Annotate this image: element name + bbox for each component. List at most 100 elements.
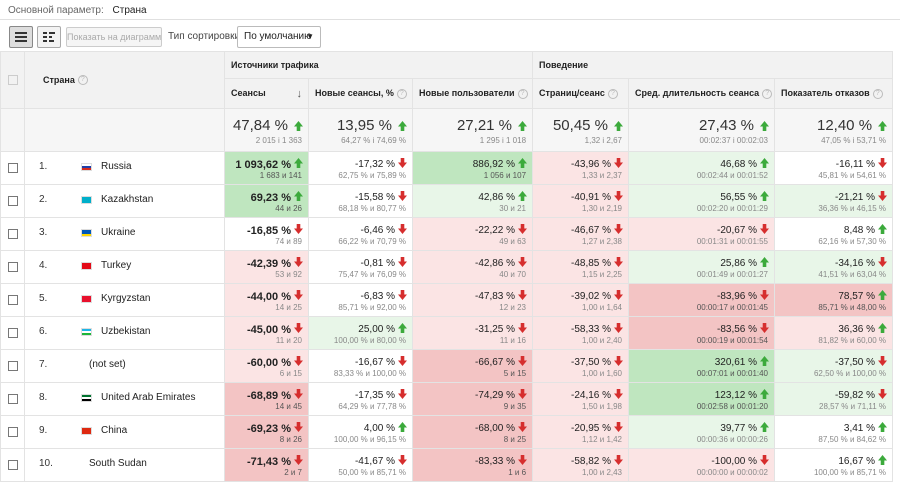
metric-bounce: -34,16 % 41,51 % и 63,04 % <box>774 250 894 284</box>
row-checkbox[interactable] <box>7 229 18 240</box>
metric-comparison: 49 и 63 <box>499 237 527 246</box>
sort-type-select[interactable]: По умолчанию ▼ <box>237 26 321 48</box>
country-name[interactable]: South Sudan <box>89 458 147 469</box>
help-icon[interactable]: ? <box>872 88 883 99</box>
metric-comparison: 44 и 26 <box>275 204 302 213</box>
sessions-header-label: Сеансы <box>231 87 266 98</box>
metric-duration: 56,55 % 00:02:20 и 00:01:29 <box>628 184 776 218</box>
metric-pages: -39,02 % 1,00 и 1,64 <box>532 283 630 317</box>
metric-comparison: 62,16 % и 57,30 % <box>818 237 887 246</box>
country-name[interactable]: Kazakhstan <box>101 194 154 205</box>
country-name[interactable]: China <box>101 425 128 436</box>
metric-value: -48,85 % <box>570 258 612 269</box>
metric-pages: -40,91 % 1,30 и 2,19 <box>532 184 630 218</box>
metric-comparison: 00:00:00 и 00:00:02 <box>696 468 769 477</box>
pages-header-label: Страниц/сеанс <box>539 88 605 99</box>
row-number: 4. <box>39 260 48 271</box>
table-row[interactable]: 6. Uzbekistan -45,00 % 11 и 20 25,00 % 100,00… <box>0 316 894 350</box>
metric-new-sessions: -16,67 % 83,33 % и 100,00 % <box>308 349 413 383</box>
metric-bounce: -16,11 % 45,81 % и 54,61 % <box>774 151 894 185</box>
row-number: 6. <box>39 326 48 337</box>
bounce-header[interactable]: Показатель отказов? <box>774 78 894 109</box>
row-checkbox[interactable] <box>7 328 18 339</box>
flag-icon <box>81 427 92 435</box>
arrow-down-icon <box>294 290 303 300</box>
metric-comparison: 85,71 % и 92,00 % <box>338 303 406 312</box>
new-users-header[interactable]: Новые пользователи? <box>411 78 534 109</box>
table-row[interactable]: 5. Kyrgyzstan -44,00 % 14 и 25 -6,83 % 85,71 … <box>0 283 894 317</box>
row-checkbox-cell <box>0 283 25 317</box>
row-checkbox[interactable] <box>7 163 18 174</box>
metric-value: -83,33 % <box>474 456 516 467</box>
metric-comparison: 50,00 % и 85,71 % <box>338 468 406 477</box>
table-row[interactable]: 7. (not set) -60,00 % 6 и 15 -16,67 % 83,33 %… <box>0 349 894 383</box>
arrow-down-icon <box>878 191 888 201</box>
country-name[interactable]: Ukraine <box>101 227 136 238</box>
metric-sessions: -44,00 % 14 и 25 <box>224 283 309 317</box>
table-row[interactable]: 9. China -69,23 % 8 и 26 4,00 % 100,00 % и 96… <box>0 415 894 449</box>
metric-bounce: 78,57 % 85,71 % и 48,00 % <box>774 283 894 317</box>
select-all-checkbox[interactable] <box>7 75 18 86</box>
metric-value: -37,50 % <box>835 357 876 368</box>
table-row[interactable]: 10. South Sudan -71,43 % 2 и 7 -41,67 % 50,00… <box>0 448 894 482</box>
table-view-button[interactable] <box>9 26 33 48</box>
row-checkbox[interactable] <box>7 460 18 471</box>
help-icon[interactable]: ? <box>77 75 88 86</box>
help-icon[interactable]: ? <box>396 88 407 99</box>
arrow-up-icon <box>760 389 770 399</box>
metric-new-users: 886,92 % 1 056 и 107 <box>411 151 534 185</box>
metric-comparison: 2 и 7 <box>284 468 302 477</box>
row-checkbox[interactable] <box>7 394 18 405</box>
metric-comparison: 00:00:17 и 00:01:45 <box>696 303 769 312</box>
row-checkbox-cell <box>0 250 25 284</box>
row-checkbox[interactable] <box>7 262 18 273</box>
help-icon[interactable]: ? <box>762 88 773 99</box>
metric-comparison: 1,12 и 1,42 <box>581 435 623 444</box>
sessions-header[interactable]: Сеансы ↓ <box>224 78 309 109</box>
row-checkbox[interactable] <box>7 361 18 372</box>
metric-comparison: 1 056 и 107 <box>483 171 527 180</box>
metric-value: -43,96 % <box>570 159 612 170</box>
list-icon <box>15 32 27 42</box>
metric-value: -40,91 % <box>570 192 612 203</box>
pages-header[interactable]: Страниц/сеанс? <box>532 78 630 109</box>
country-name[interactable]: (not set) <box>89 359 126 370</box>
table-row[interactable]: 8. United Arab Emirates -68,89 % 14 и 45 -17… <box>0 382 894 416</box>
metric-value: 78,57 % <box>838 291 876 302</box>
metric-comparison: 11 и 16 <box>499 336 527 345</box>
metric-comparison: 1 683 и 141 <box>259 171 302 180</box>
metric-sessions: -42,39 % 53 и 92 <box>224 250 309 284</box>
new-sessions-header[interactable]: Новые сеансы, %? <box>308 78 413 109</box>
country-name[interactable]: Uzbekistan <box>101 326 151 337</box>
comparison-view-button[interactable] <box>37 26 61 48</box>
country-name[interactable]: Russia <box>101 161 132 172</box>
metric-comparison: 100,00 % и 80,00 % <box>333 336 406 345</box>
total-bounce: 12,40 % 47,05 % і 53,71 % <box>774 108 894 152</box>
metric-new-sessions: -6,83 % 85,71 % и 92,00 % <box>308 283 413 317</box>
metric-value: -42,39 % <box>246 258 291 270</box>
table-row[interactable]: 2. Kazakhstan 69,23 % 44 и 26 -15,58 % 68,18 … <box>0 184 894 218</box>
arrow-down-icon <box>518 224 528 234</box>
flag-icon <box>81 328 92 336</box>
country-header[interactable]: Страна? <box>24 51 225 109</box>
help-icon[interactable]: ? <box>607 88 618 99</box>
row-checkbox[interactable] <box>7 295 18 306</box>
show-on-chart-button[interactable]: Показать на диаграмме <box>66 27 162 47</box>
help-icon[interactable]: ? <box>517 88 528 99</box>
country-name[interactable]: Turkey <box>101 260 132 271</box>
sort-descending-icon[interactable]: ↓ <box>296 87 303 100</box>
row-checkbox[interactable] <box>7 427 18 438</box>
row-checkbox[interactable] <box>7 196 18 207</box>
country-name[interactable]: Kyrgyzstan <box>101 293 151 304</box>
duration-header[interactable]: Сред. длительность сеанса? <box>628 78 776 109</box>
country-name[interactable]: United Arab Emirates <box>101 392 196 403</box>
country-cell: 6. Uzbekistan <box>24 316 225 350</box>
table-row[interactable]: 3. Ukraine -16,85 % 74 и 89 -6,46 % 66,22 % и… <box>0 217 894 251</box>
table-row[interactable]: 1. Russia 1 093,62 % 1 683 и 141 -17,32 % 62,… <box>0 151 894 185</box>
row-number: 3. <box>39 227 48 238</box>
table-row[interactable]: 4. Turkey -42,39 % 53 и 92 -0,81 % 75,47 % и … <box>0 250 894 284</box>
primary-dimension-country[interactable]: Страна <box>112 5 147 16</box>
metric-value: -6,46 % <box>360 225 395 236</box>
arrow-down-icon <box>294 422 303 432</box>
arrow-up-icon <box>878 323 888 333</box>
